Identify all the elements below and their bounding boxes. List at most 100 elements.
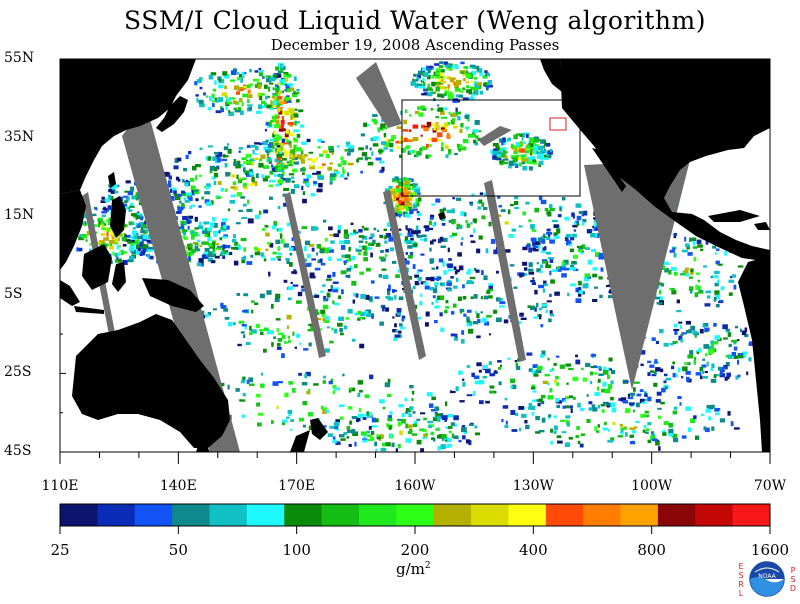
- cloud-pixel: [601, 388, 605, 393]
- cloud-pixel: [278, 252, 283, 256]
- cloud-pixel: [522, 166, 528, 171]
- cloud-pixel: [450, 311, 455, 315]
- cloud-pixel: [581, 244, 586, 249]
- cloud-pixel: [445, 426, 449, 429]
- cloud-pixel: [414, 83, 419, 88]
- cloud-pixel: [522, 261, 528, 266]
- hawaii-islands: [438, 212, 446, 220]
- cloud-pixel: [332, 271, 336, 277]
- cloud-pixel: [686, 376, 690, 382]
- cloud-pixel: [220, 187, 224, 192]
- cloud-pixel: [404, 213, 411, 218]
- cloud-pixel: [500, 152, 506, 158]
- cloud-pixel: [293, 112, 298, 115]
- cloud-pixel: [107, 205, 112, 210]
- cloud-pixel: [367, 157, 371, 160]
- cloud-pixel: [404, 260, 410, 265]
- cloud-pixel: [131, 222, 135, 226]
- cloud-pixel: [439, 236, 444, 242]
- cloud-pixel: [394, 334, 401, 338]
- cloud-pixel: [208, 243, 214, 247]
- cloud-pixel: [531, 384, 535, 389]
- cloud-pixel: [629, 434, 634, 438]
- cloud-pixel: [673, 438, 679, 443]
- cloud-pixel: [326, 326, 331, 329]
- cloud-pixel: [283, 148, 287, 152]
- cloud-pixel: [114, 190, 119, 194]
- cloud-pixel: [595, 252, 601, 257]
- cloud-pixel: [684, 236, 687, 242]
- cloud-pixel: [460, 211, 465, 216]
- cloud-pixel: [420, 134, 423, 137]
- colorbar-segment: [97, 504, 136, 526]
- cloud-pixel: [221, 158, 227, 162]
- cloud-pixel: [255, 110, 262, 114]
- cloud-pixel: [719, 373, 726, 378]
- cloud-pixel: [446, 121, 450, 126]
- cloud-pixel: [554, 235, 560, 239]
- cloud-pixel: [220, 302, 224, 308]
- cloud-pixel: [233, 186, 238, 191]
- cloud-pixel: [276, 85, 279, 90]
- cloud-pixel: [317, 259, 322, 264]
- cloud-pixel: [439, 72, 444, 77]
- cloud-pixel: [287, 286, 293, 290]
- cloud-pixel: [705, 408, 711, 413]
- cloud-pixel: [249, 158, 256, 162]
- cloud-pixel: [647, 372, 651, 376]
- cloud-pixel: [510, 143, 514, 148]
- cloud-pixel: [455, 107, 458, 113]
- cloud-pixel: [511, 384, 517, 390]
- colorbar-segment: [209, 504, 248, 526]
- cloud-pixel: [532, 399, 537, 403]
- cloud-pixel: [622, 427, 627, 430]
- cloud-pixel: [403, 196, 407, 202]
- cloud-pixel: [357, 392, 361, 398]
- cloud-pixel: [412, 264, 416, 269]
- cloud-pixel: [549, 310, 553, 316]
- cloud-pixel: [641, 401, 647, 404]
- cloud-pixel: [292, 92, 298, 95]
- cloud-pixel: [539, 149, 543, 153]
- cloud-pixel: [447, 426, 453, 429]
- cloud-pixel: [362, 438, 368, 441]
- cloud-pixel: [258, 210, 262, 215]
- cloud-pixel: [694, 333, 697, 338]
- cloud-pixel: [128, 221, 133, 226]
- cloud-pixel: [133, 239, 140, 245]
- cloud-pixel: [322, 219, 327, 223]
- cloud-pixel: [537, 403, 541, 407]
- cloud-pixel: [402, 189, 405, 192]
- cloud-pixel: [580, 252, 584, 255]
- cloud-pixel: [664, 268, 670, 273]
- taiwan-island: [108, 172, 116, 188]
- cloud-pixel: [412, 203, 417, 209]
- cloud-pixel: [532, 159, 536, 163]
- cloud-pixel: [374, 418, 379, 423]
- cloud-pixel: [639, 398, 645, 404]
- cloud-pixel: [276, 256, 281, 259]
- cloud-pixel: [106, 232, 109, 237]
- cloud-pixel: [565, 363, 572, 367]
- cloud-pixel: [386, 423, 390, 427]
- cloud-pixel: [446, 281, 452, 287]
- cloud-pixel: [431, 396, 436, 401]
- cloud-pixel: [101, 214, 106, 217]
- cloud-pixel: [644, 393, 648, 397]
- cloud-pixel: [495, 146, 500, 151]
- cloud-pixel: [309, 275, 316, 279]
- cloud-pixel: [407, 245, 413, 249]
- cloud-pixel: [660, 283, 665, 287]
- cloud-pixel: [679, 273, 686, 276]
- cloud-pixel: [280, 82, 285, 85]
- cloud-pixel: [204, 191, 211, 195]
- cloud-pixel: [381, 141, 387, 145]
- cloud-pixel: [79, 234, 84, 238]
- cloud-pixel: [669, 249, 675, 253]
- cloud-pixel: [292, 150, 296, 156]
- cloud-pixel: [228, 251, 233, 256]
- cloud-pixel: [565, 241, 570, 246]
- cloud-pixel: [462, 381, 466, 387]
- cloud-pixel: [316, 189, 322, 193]
- cloud-pixel: [467, 268, 471, 272]
